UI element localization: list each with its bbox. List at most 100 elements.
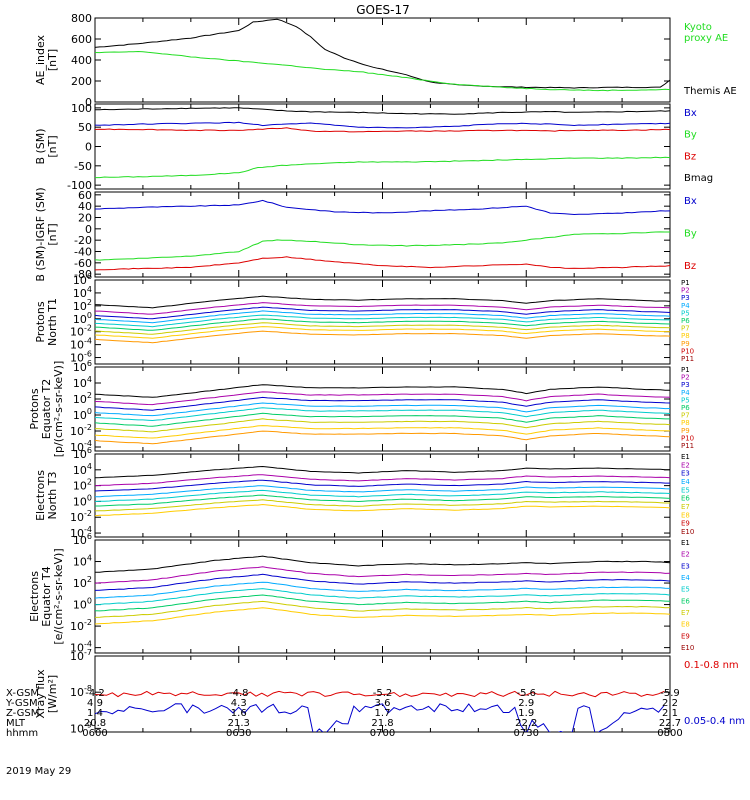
y-tick-exponent: 4 (87, 375, 92, 384)
channel-line-4 (95, 581, 670, 599)
channel-line-5 (95, 314, 670, 328)
x-row-value: 3.6 (375, 698, 391, 709)
series-group (95, 555, 670, 625)
legend-e9: E9 (681, 520, 690, 528)
legend-e2: E2 (681, 551, 690, 559)
channel-line-9 (95, 430, 670, 445)
y-axis-label: ElectronsEquator T4[e/(cm²-s-sr-keV)] (28, 548, 65, 644)
channel-line-4 (95, 402, 670, 417)
x-row-value: 0800 (657, 728, 682, 739)
y-tick-exponent: 4 (87, 285, 92, 294)
legend-p8: P8 (681, 419, 690, 427)
legend-line: Bz (684, 151, 696, 162)
y-axis-label: ElectronsNorth T3 (34, 470, 59, 521)
series-line-by (95, 156, 670, 179)
channel-line-3 (95, 479, 670, 492)
channel-line-6 (95, 494, 670, 507)
y-axis-label-line: Electrons (34, 470, 47, 521)
legend-e3: E3 (681, 562, 690, 570)
channel-line-1 (95, 295, 670, 309)
legend-bz: Bz (684, 151, 696, 162)
y-tick-exponent: 0 (87, 493, 92, 502)
legend-e7: E7 (681, 609, 690, 617)
legend-line: Bmag (684, 173, 713, 184)
xray-series-0.05-0.4nm (95, 703, 665, 732)
plot-title: GOES-17 (356, 3, 410, 17)
legend-p3: P3 (681, 381, 690, 389)
date-label: 2019 May 29 (6, 766, 71, 777)
series-group (95, 295, 670, 344)
y-axis-label-line: B (SM)-IGRF (SM) (34, 187, 47, 281)
legend-by: By (684, 229, 697, 240)
y-tick-label: 104 (73, 554, 92, 569)
series-group (95, 690, 665, 732)
x-row-value: 0700 (370, 728, 395, 739)
x-row-value: 2.2 (662, 698, 678, 709)
legend-e3: E3 (681, 470, 690, 478)
legend-p8: P8 (681, 332, 690, 340)
x-row-label-hhmm: hhmm (6, 728, 38, 739)
y-tick-label: 10-7 (70, 648, 92, 663)
channel-line-6 (95, 318, 670, 331)
channel-line-1 (95, 555, 670, 573)
series-line-bmag (95, 107, 670, 115)
y-tick-label: 100 (73, 597, 92, 612)
x-row-value: 22.2 (515, 718, 537, 729)
x-row-value: -5.9 (660, 688, 680, 699)
y-axis-label: B (SM)[nT] (34, 128, 59, 164)
y-tick-label: 10-2 (70, 618, 92, 633)
x-row-value: -5.6 (516, 688, 536, 699)
y-tick-exponent: 0 (87, 407, 92, 416)
y-tick-label: -100 (67, 179, 92, 192)
y-axis-label-line: Equator T2 (40, 379, 53, 439)
y-tick-exponent: -7 (84, 648, 92, 657)
legend-e7: E7 (681, 503, 690, 511)
channel-line-3 (95, 396, 670, 411)
legend-line: By (684, 130, 697, 141)
series-group (95, 384, 670, 445)
legend-line: By (684, 229, 697, 240)
x-row-value: 0600 (82, 728, 107, 739)
legend-p11: P11 (681, 442, 694, 450)
channel-line-3 (95, 573, 670, 591)
legend-p7: P7 (681, 412, 690, 420)
legend-p4: P4 (681, 302, 690, 310)
y-tick-label: 800 (71, 12, 92, 25)
y-tick-label: 0 (85, 96, 92, 109)
y-tick-label: 0 (85, 223, 92, 236)
x-row-label-z-gsm: Z-GSM (6, 708, 39, 719)
y-tick-exponent: 0 (87, 597, 92, 606)
legend-kyoto-proxy-ae: Kyoto proxy AE (684, 22, 728, 44)
panel-frame (94, 539, 671, 654)
y-axis-label-line: Electrons (28, 571, 41, 622)
channel-line-9 (95, 330, 670, 344)
legend-e2: E2 (681, 461, 690, 469)
y-axis-label: ProtonsNorth T1 (34, 298, 59, 346)
x-row-value: 22.7 (659, 718, 681, 729)
y-tick-label: 200 (71, 75, 92, 88)
y-tick-exponent: -2 (84, 423, 92, 432)
y-tick-exponent: -4 (84, 525, 92, 534)
y-tick-label: 102 (73, 391, 92, 406)
legend-line: proxy AE (684, 33, 728, 44)
y-tick-label: 10-2 (70, 423, 92, 438)
y-tick-exponent: -8 (84, 684, 92, 693)
legend-e10: E10 (681, 644, 694, 652)
legend-p1: P1 (681, 279, 690, 287)
channel-line-8 (95, 425, 670, 439)
x-row-value: 2.1 (662, 708, 678, 719)
y-axis-label: Xray flux[W/m²] (34, 669, 59, 719)
legend-p9: P9 (681, 340, 690, 348)
y-tick-label: 0 (85, 141, 92, 154)
legend-e6: E6 (681, 495, 690, 503)
channel-line-7 (95, 322, 670, 335)
legend-e1: E1 (681, 453, 690, 461)
y-tick-exponent: 0 (87, 311, 92, 320)
y-tick-label: 400 (71, 54, 92, 67)
series-line-bx (95, 121, 670, 129)
legend-e5: E5 (681, 486, 690, 494)
legend-p11: P11 (681, 355, 694, 363)
